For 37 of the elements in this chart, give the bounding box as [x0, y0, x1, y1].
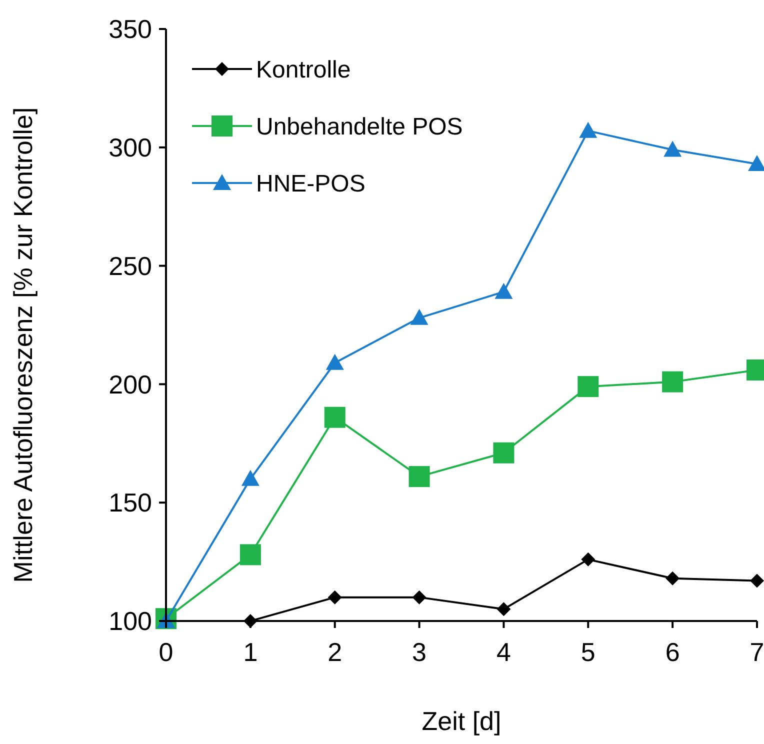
x-tick-label: 0: [158, 637, 174, 667]
point: [408, 466, 430, 488]
x-tick-label: 2: [328, 637, 342, 667]
point: [496, 602, 511, 616]
x-tick-label: 3: [412, 637, 427, 667]
point: [324, 406, 346, 428]
legend-label: Kontrolle: [256, 56, 351, 84]
x-tick-label: 4: [496, 637, 511, 667]
x-tick-label: 7: [750, 637, 764, 667]
y-axis-title: Mittlere Autofluoreszenz [% zur Kontrolle]: [8, 107, 38, 583]
x-axis-title: Zeit [d]: [422, 706, 502, 736]
x-tick-label: 6: [665, 637, 680, 667]
point: [664, 140, 682, 157]
y-tick-label: 350: [108, 14, 152, 44]
point: [240, 544, 261, 566]
x-tick-label: 5: [580, 637, 596, 667]
point: [410, 308, 428, 325]
y-tick-label: 200: [108, 369, 152, 400]
point: [412, 590, 426, 604]
y-tick-label: 300: [108, 132, 152, 162]
point: [581, 552, 596, 566]
point: [750, 574, 764, 588]
point: [328, 590, 342, 604]
point: [662, 371, 684, 392]
point: [579, 122, 598, 138]
x-tick-label: 1: [243, 637, 258, 667]
y-tick-label: 100: [108, 606, 152, 636]
legend-label: HNE-POS: [256, 170, 366, 198]
y-tick-label: 150: [108, 488, 152, 518]
point: [578, 376, 599, 398]
point: [241, 470, 260, 486]
y-tick-label: 250: [108, 250, 152, 281]
point: [666, 571, 680, 586]
legend-label: Unbehandelte POS: [256, 113, 463, 140]
point: [493, 442, 514, 464]
point: [326, 354, 344, 370]
point: [494, 282, 513, 299]
